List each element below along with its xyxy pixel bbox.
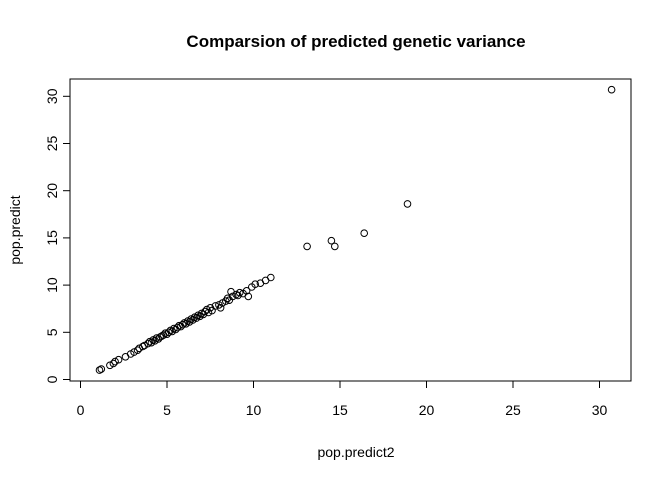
- data-point: [133, 346, 142, 355]
- y-tick-label: 25: [44, 136, 60, 152]
- x-tick-label: 15: [332, 402, 348, 418]
- data-point: [109, 359, 118, 368]
- data-point: [607, 85, 616, 94]
- x-tick-label: 20: [419, 402, 435, 418]
- data-point: [251, 280, 259, 289]
- x-tick-label: 0: [77, 402, 85, 418]
- data-point: [178, 320, 187, 329]
- y-tick-label: 10: [44, 277, 60, 293]
- data-point: [244, 292, 253, 301]
- data-point: [95, 366, 104, 374]
- y-tick-label: 0: [44, 375, 60, 383]
- x-axis-ticks: 0 5 10 15 20 25 30: [77, 381, 608, 418]
- data-point: [97, 365, 106, 373]
- data-point: [242, 287, 251, 295]
- y-tick-label: 30: [44, 88, 60, 104]
- data-point: [144, 339, 152, 348]
- data-point: [164, 328, 173, 337]
- chart-title: Comparsion of predicted genetic variance: [186, 32, 525, 51]
- data-point: [106, 361, 114, 370]
- data-point: [216, 304, 225, 312]
- x-tick-label: 5: [163, 402, 171, 418]
- data-point: [114, 355, 123, 364]
- data-point: [303, 242, 311, 251]
- y-tick-label: 5: [44, 328, 60, 336]
- data-point: [235, 288, 244, 297]
- data-point: [211, 302, 220, 310]
- x-tick-label: 30: [592, 402, 608, 418]
- y-tick-label: 20: [44, 183, 60, 199]
- data-point: [267, 273, 275, 282]
- data-point: [331, 242, 339, 251]
- y-axis-label: pop.predict: [7, 195, 23, 264]
- data-point: [327, 236, 336, 245]
- x-tick-label: 10: [246, 402, 262, 418]
- data-point: [403, 200, 412, 208]
- y-tick-label: 15: [44, 230, 60, 246]
- x-axis-label: pop.predict2: [317, 444, 394, 460]
- data-point: [145, 337, 154, 346]
- data-points: [95, 85, 616, 374]
- x-tick-label: 25: [505, 402, 521, 418]
- data-point: [223, 294, 232, 303]
- y-axis-ticks: 0 5 10 15 20 25 30: [44, 88, 70, 383]
- data-point: [360, 229, 369, 237]
